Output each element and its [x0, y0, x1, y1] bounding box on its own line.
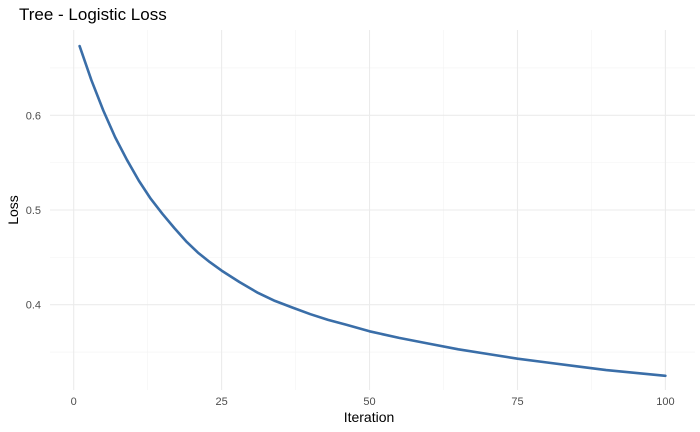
x-tick-label: 0	[71, 396, 77, 408]
x-tick-label: 50	[363, 396, 375, 408]
y-axis-title: Loss	[5, 195, 21, 225]
x-tick-label: 25	[215, 396, 227, 408]
loss-line	[78, 44, 667, 378]
series-layer	[78, 44, 667, 378]
chart-title: Tree - Logistic Loss	[19, 5, 167, 24]
x-axis-title: Iteration	[344, 409, 395, 425]
y-tick-label: 0.4	[26, 300, 41, 312]
grid	[50, 30, 695, 390]
y-tick-labels: 0.4 0.5 0.6	[26, 110, 41, 311]
x-tick-label: 75	[511, 396, 523, 408]
y-tick-label: 0.5	[26, 205, 41, 217]
x-tick-labels: 0 25 50 75 100	[71, 396, 675, 408]
y-tick-label: 0.6	[26, 110, 41, 122]
x-tick-label: 100	[656, 396, 674, 408]
